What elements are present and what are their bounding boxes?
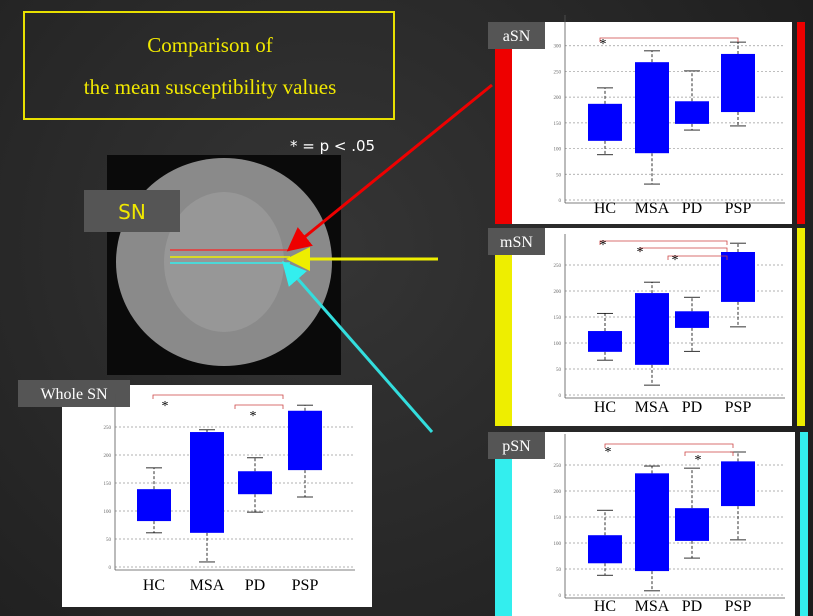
x-tick-label: MSA: [635, 200, 670, 217]
x-tick-label: PD: [682, 200, 702, 217]
x-tick-label: HC: [143, 577, 165, 594]
significance-star: *: [600, 37, 607, 52]
y-tick-label: 250: [104, 426, 112, 431]
panel-stripe: [800, 432, 808, 616]
box: [190, 432, 224, 533]
x-tick-label: HC: [594, 200, 616, 217]
panel-title: Whole SN: [40, 386, 108, 403]
x-tick-label: HC: [594, 399, 616, 416]
box: [721, 461, 755, 506]
box: [721, 252, 755, 302]
legend-note: * = p < .05: [290, 137, 375, 155]
y-tick-label: 50: [106, 538, 112, 543]
slide-canvas: Comparison of the mean susceptibility va…: [0, 0, 813, 616]
x-tick-label: MSA: [635, 598, 670, 615]
y-tick-label: 150: [554, 516, 562, 521]
panel-stripe: [495, 22, 512, 224]
y-tick-label: 100: [554, 542, 562, 547]
x-tick-label: PSP: [725, 200, 752, 217]
slide: Comparison of the mean susceptibility va…: [0, 0, 813, 616]
y-tick-label: 100: [554, 148, 562, 153]
y-tick-label: 300: [554, 45, 562, 50]
significance-star: *: [600, 238, 607, 253]
box: [635, 473, 669, 571]
title-line: the mean susceptibility values: [84, 75, 337, 99]
box: [675, 311, 709, 328]
box: [588, 331, 622, 352]
panel-stripe: [797, 22, 805, 224]
x-tick-label: PD: [682, 598, 702, 615]
x-tick-label: HC: [594, 598, 616, 615]
x-tick-label: PSP: [725, 399, 752, 416]
y-tick-label: 200: [554, 96, 562, 101]
box: [675, 508, 709, 541]
y-tick-label: 150: [554, 316, 562, 321]
panel-stripe: [495, 432, 512, 616]
y-tick-label: 50: [556, 568, 562, 573]
significance-star: *: [695, 453, 702, 468]
box: [588, 104, 622, 141]
x-tick-label: PD: [245, 577, 265, 594]
y-tick-label: 150: [554, 122, 562, 127]
brain-inner: [164, 192, 284, 332]
box: [137, 489, 171, 521]
x-tick-label: PSP: [725, 598, 752, 615]
panel-stripe: [495, 228, 512, 426]
box: [635, 293, 669, 365]
title-line: Comparison of: [147, 33, 272, 57]
y-tick-label: 250: [554, 70, 562, 75]
box: [721, 54, 755, 112]
box: [238, 471, 272, 494]
y-tick-label: 150: [104, 482, 112, 487]
y-tick-label: 250: [554, 464, 562, 469]
panel-title: mSN: [500, 234, 533, 251]
box: [635, 62, 669, 153]
region-label: SN: [118, 200, 146, 224]
y-tick-label: 200: [554, 290, 562, 295]
x-tick-label: PSP: [292, 577, 319, 594]
y-tick-label: 200: [554, 490, 562, 495]
significance-star: *: [250, 409, 257, 424]
significance-star: *: [672, 253, 679, 268]
x-tick-label: MSA: [635, 399, 670, 416]
significance-star: *: [162, 399, 169, 414]
y-tick-label: 100: [104, 510, 112, 515]
significance-star: *: [605, 445, 612, 460]
y-tick-label: 50: [556, 173, 562, 178]
y-tick-label: 100: [554, 342, 562, 347]
panel-title: aSN: [503, 28, 531, 45]
title-frame: [24, 12, 394, 119]
y-tick-label: 200: [104, 454, 112, 459]
box: [288, 411, 322, 470]
x-tick-label: PD: [682, 399, 702, 416]
panel-stripe: [797, 228, 805, 426]
box: [675, 101, 709, 124]
box: [588, 535, 622, 563]
x-tick-label: MSA: [190, 577, 225, 594]
significance-star: *: [637, 245, 644, 260]
y-tick-label: 250: [554, 264, 562, 269]
y-tick-label: 50: [556, 368, 562, 373]
panel-title: pSN: [502, 438, 531, 455]
